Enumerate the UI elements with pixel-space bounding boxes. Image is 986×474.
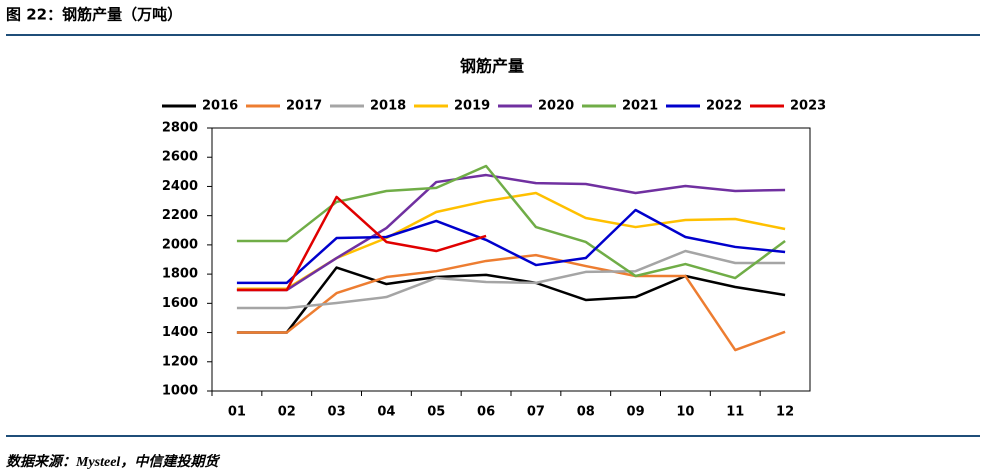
legend-label: 2021 (622, 99, 658, 114)
y-tick-label: 1600 (162, 296, 198, 311)
series-line (236, 164, 786, 280)
legend-label: 2018 (370, 99, 406, 114)
legend-label: 2023 (790, 99, 826, 114)
chart-title: 钢筋产量 (460, 57, 524, 76)
x-tick-label: 02 (278, 405, 296, 420)
x-tick-label: 07 (527, 405, 545, 420)
series-line (236, 208, 786, 285)
series-line (236, 266, 786, 334)
legend-label: 2020 (538, 99, 574, 114)
y-tick-label: 2800 (162, 121, 198, 136)
series-line (236, 253, 786, 352)
x-tick-label: 12 (776, 405, 794, 420)
x-tick-label: 11 (726, 405, 744, 420)
source-note: 数据来源：Mysteel，中信建投期货 (6, 453, 220, 470)
y-tick-label: 1800 (162, 267, 198, 282)
x-tick-label: 06 (477, 405, 495, 420)
figure-title: 图 22：钢筋产量（万吨） (6, 6, 182, 24)
y-tick-label: 2200 (162, 208, 198, 223)
x-tick-label: 09 (627, 405, 645, 420)
y-tick-label: 1200 (162, 354, 198, 369)
legend-label: 2016 (202, 99, 238, 114)
x-tick-label: 10 (676, 405, 694, 420)
y-tick-label: 2600 (162, 150, 198, 165)
x-tick-label: 08 (577, 405, 595, 420)
y-tick-label: 1400 (162, 325, 198, 340)
legend-label: 2019 (454, 99, 490, 114)
y-tick-label: 2400 (162, 179, 198, 194)
y-tick-label: 1000 (162, 384, 198, 399)
legend-label: 2022 (706, 99, 742, 114)
legend-label: 2017 (286, 99, 322, 114)
y-tick-label: 2000 (162, 237, 198, 252)
x-tick-label: 03 (328, 405, 346, 420)
series-line (236, 195, 487, 292)
series-line (236, 249, 786, 310)
x-tick-label: 05 (427, 405, 445, 420)
series-line (236, 173, 786, 292)
x-tick-label: 04 (377, 405, 395, 420)
x-tick-label: 01 (228, 405, 246, 420)
